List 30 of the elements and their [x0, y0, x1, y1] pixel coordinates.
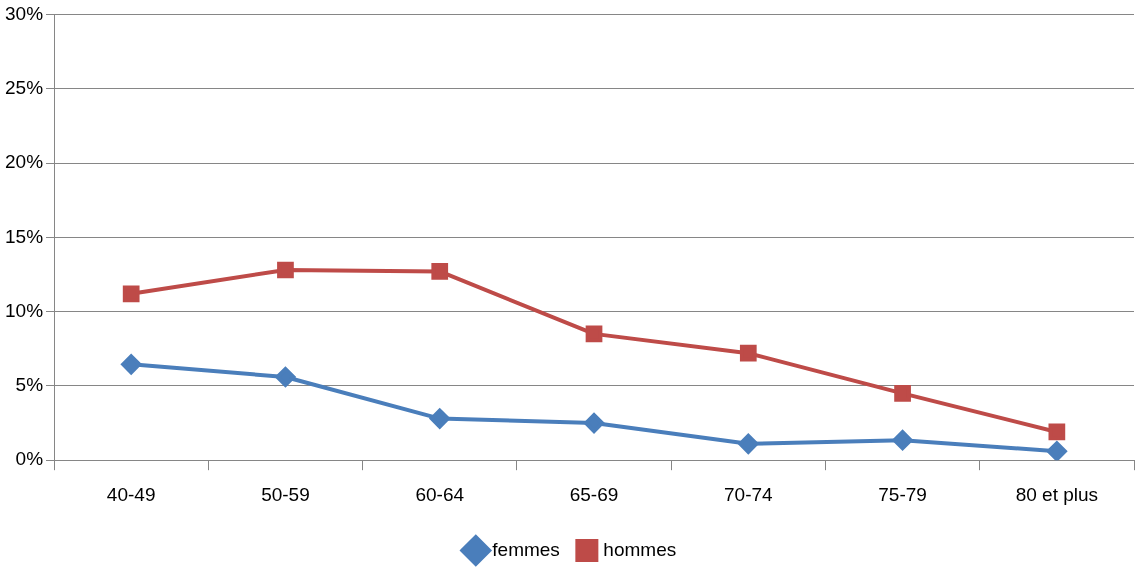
- legend-label: femmes: [492, 538, 560, 560]
- y-tick-label: 30%: [5, 2, 44, 24]
- point: [892, 430, 913, 451]
- x-tick-label: 70-74: [723, 483, 774, 505]
- point: [585, 325, 603, 343]
- point: [1048, 423, 1066, 441]
- point: [431, 263, 449, 280]
- legend-label: hommes: [603, 538, 677, 560]
- x-tick-label: 75-79: [878, 483, 927, 505]
- y-tick-label: 10%: [5, 299, 44, 321]
- point: [429, 408, 450, 429]
- point: [584, 413, 605, 434]
- point: [277, 261, 294, 279]
- x-tick-label: 80 et plus: [1015, 483, 1099, 505]
- point: [122, 285, 140, 303]
- x-tick-label: 60-64: [415, 483, 465, 505]
- y-tick-label: 0%: [15, 448, 44, 470]
- point: [739, 344, 757, 362]
- x-tick-label: 65-69: [569, 483, 619, 505]
- point: [121, 354, 142, 375]
- y-tick-label: 20%: [5, 151, 44, 173]
- point: [275, 366, 296, 387]
- x-tick-label: 50-59: [261, 483, 310, 505]
- y-tick-label: 25%: [5, 76, 44, 98]
- point: [738, 433, 759, 454]
- point: [1046, 441, 1067, 461]
- y-tick-label: 15%: [5, 225, 44, 247]
- y-tick-label: 5%: [15, 374, 44, 396]
- x-tick-label: 40-49: [106, 483, 156, 505]
- point: [894, 384, 911, 402]
